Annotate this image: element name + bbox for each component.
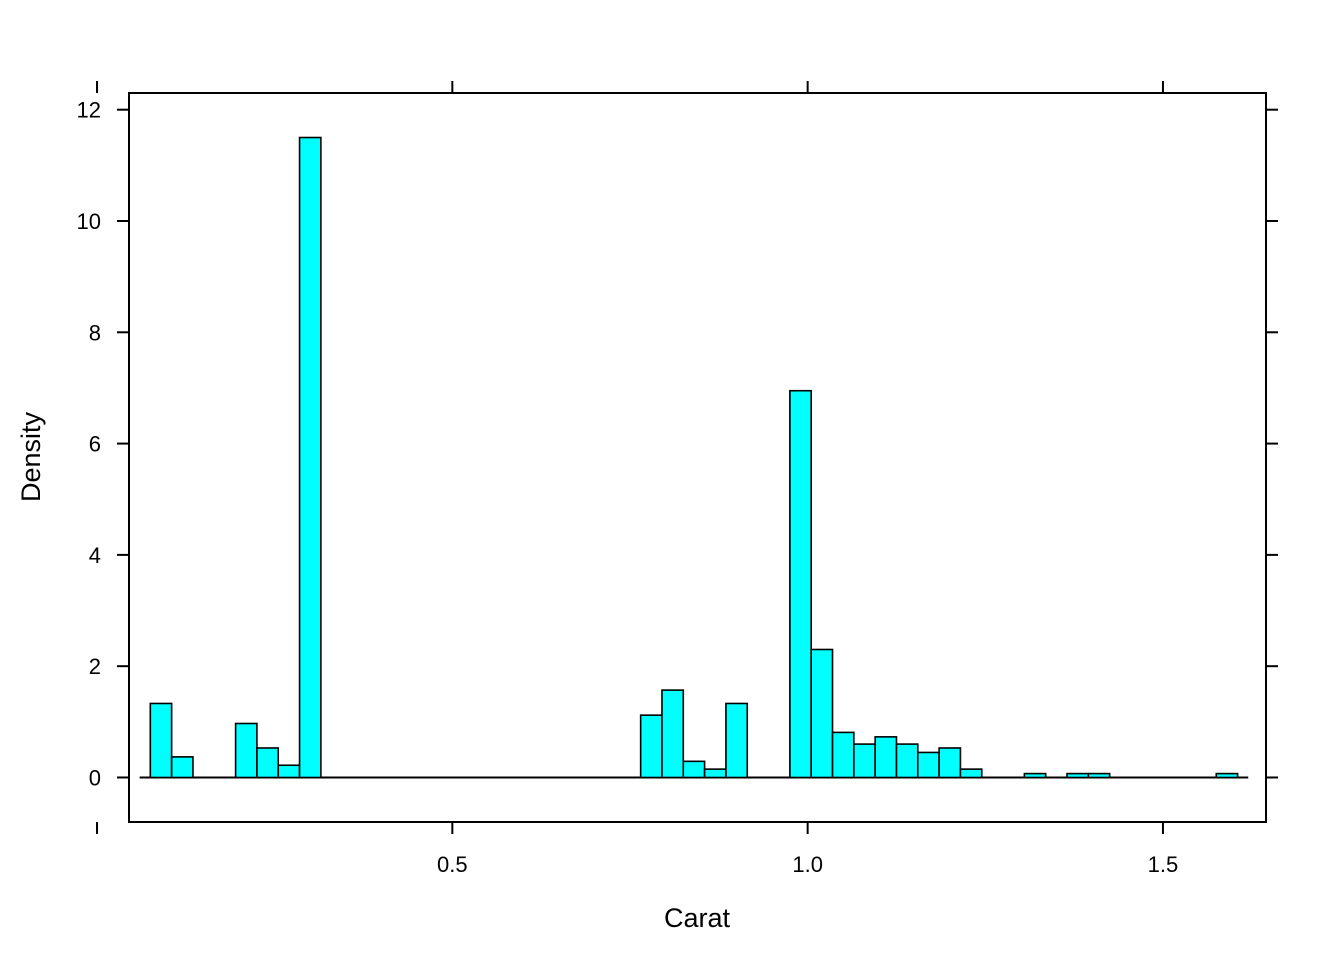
y-axis-title: Density xyxy=(16,411,46,502)
x-axis-title: Carat xyxy=(664,903,731,933)
histogram-bar xyxy=(703,768,727,779)
y-tick-label: 2 xyxy=(89,654,101,679)
x-tick-label: 1.0 xyxy=(792,852,823,877)
x-tick-label: 1.5 xyxy=(1148,852,1179,877)
histogram-bar xyxy=(725,702,749,779)
histogram-bar xyxy=(874,736,898,779)
histogram-bar xyxy=(1087,772,1111,779)
histogram-bar xyxy=(831,731,855,779)
x-tick-label: 0.5 xyxy=(437,852,468,877)
histogram-bar xyxy=(853,743,876,779)
y-tick-label: 8 xyxy=(89,320,101,345)
histogram-bar xyxy=(682,760,706,779)
y-tick-label: 0 xyxy=(89,765,101,790)
histogram-bar xyxy=(1215,772,1239,779)
histogram-bar xyxy=(810,648,834,779)
histogram-bar xyxy=(916,751,940,779)
histogram-bar xyxy=(895,743,919,779)
histogram-bar xyxy=(277,764,301,779)
histogram-bar xyxy=(298,136,322,779)
bars-layer xyxy=(139,136,1249,779)
histogram-bar xyxy=(234,722,258,779)
histogram-bar xyxy=(938,747,962,779)
histogram-bar xyxy=(661,689,685,779)
y-tick-label: 4 xyxy=(89,543,101,568)
y-tick-label: 10 xyxy=(77,209,101,234)
histogram-bar xyxy=(789,389,812,779)
histogram-bar xyxy=(959,768,983,779)
histogram-bar xyxy=(1066,772,1090,779)
histogram-bar xyxy=(170,756,194,779)
histogram-bar xyxy=(639,714,663,779)
plot-panel-border xyxy=(128,92,1267,823)
histogram-bar xyxy=(256,747,280,779)
y-tick-label: 6 xyxy=(89,432,101,457)
ticks-layer: 0.5 1.0 1.5 0 2 4 6 8 10 12 xyxy=(77,81,1278,877)
histogram-bar xyxy=(149,702,173,779)
y-tick-label: 12 xyxy=(77,98,101,123)
histogram-bar xyxy=(1023,772,1047,779)
